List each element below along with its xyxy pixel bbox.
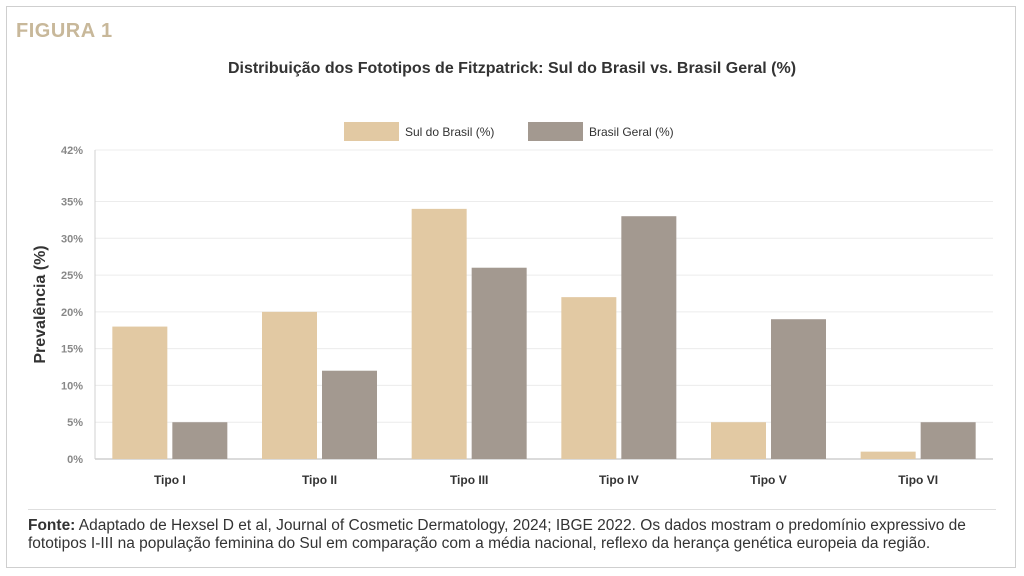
bar-brasil-tipo-i [172, 422, 228, 459]
bar-sul-tipo-v [711, 422, 766, 459]
x-tick-label: Tipo I [154, 473, 186, 487]
y-axis-label: Prevalência (%) [32, 245, 49, 363]
chart-title: Distribuição dos Fototipos de Fitzpatric… [227, 60, 797, 77]
y-tick-label: 25% [61, 270, 83, 282]
bar-brasil-tipo-ii [322, 370, 377, 459]
source-footnote: Fonte: Adaptado de Hexsel D et al, Journ… [28, 517, 1008, 553]
y-tick-label: 10% [61, 380, 83, 392]
legend-swatch-2 [528, 122, 583, 141]
y-tick-label: 0% [67, 454, 83, 466]
bar-sul-tipo-i [112, 326, 168, 459]
bar-brasil-tipo-iii [471, 267, 527, 459]
bar-sul-tipo-ii [262, 311, 317, 459]
y-tick-label: 42% [61, 145, 83, 157]
bar-sul-tipo-vi [860, 451, 916, 459]
legend-label-2: Brasil Geral (%) [589, 125, 674, 139]
y-tick-label: 35% [61, 197, 83, 209]
x-tick-label: Tipo III [450, 473, 488, 487]
x-tick-label: Tipo V [750, 473, 786, 487]
legend-swatch-1 [344, 122, 399, 141]
bar-brasil-tipo-iv [621, 216, 677, 459]
footer-divider [28, 509, 996, 510]
footnote-text: Adaptado de Hexsel D et al, Journal of C… [28, 517, 966, 552]
figure-label: FIGURA 1 [16, 20, 113, 42]
bar-sul-tipo-iii [411, 208, 467, 459]
y-tick-label: 15% [61, 344, 83, 356]
bar-sul-tipo-iv [561, 297, 617, 459]
x-tick-label: Tipo VI [898, 473, 938, 487]
x-tick-label: Tipo IV [599, 473, 639, 487]
x-tick-label: Tipo II [302, 473, 337, 487]
bar-brasil-tipo-vi [920, 422, 976, 459]
footnote-lead: Fonte: [28, 517, 76, 534]
y-tick-label: 30% [61, 233, 83, 245]
y-tick-label: 5% [67, 417, 83, 429]
legend-label-1: Sul do Brasil (%) [405, 125, 494, 139]
y-tick-label: 20% [61, 307, 83, 319]
bar-brasil-tipo-v [771, 319, 826, 459]
